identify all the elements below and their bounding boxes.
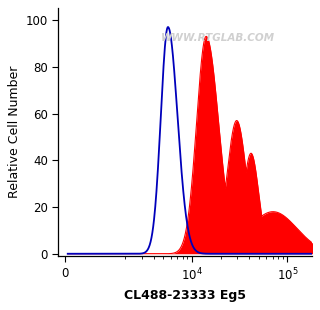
X-axis label: CL488-23333 Eg5: CL488-23333 Eg5 — [124, 289, 246, 302]
Text: WWW.RTGLAB.COM: WWW.RTGLAB.COM — [161, 33, 275, 43]
Y-axis label: Relative Cell Number: Relative Cell Number — [8, 66, 21, 198]
